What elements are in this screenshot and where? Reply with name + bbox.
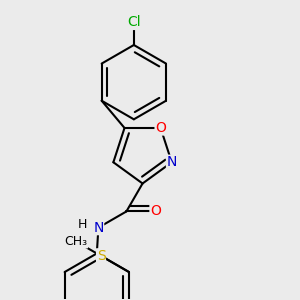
Text: S: S — [97, 249, 105, 263]
Text: Cl: Cl — [127, 15, 141, 29]
Text: N: N — [93, 220, 103, 235]
Text: O: O — [155, 121, 166, 135]
Text: N: N — [167, 155, 177, 169]
Text: H: H — [78, 218, 88, 231]
Text: O: O — [150, 205, 161, 218]
Text: CH₃: CH₃ — [64, 235, 87, 248]
